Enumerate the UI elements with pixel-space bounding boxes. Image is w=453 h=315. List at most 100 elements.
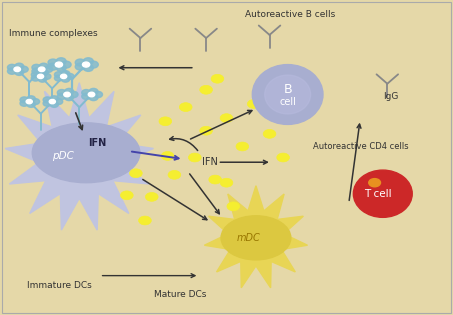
FancyArrowPatch shape: [143, 180, 207, 220]
FancyArrowPatch shape: [190, 174, 219, 214]
Text: T cell: T cell: [365, 189, 392, 199]
Circle shape: [88, 92, 95, 97]
Text: Autoreactive CD4 cells: Autoreactive CD4 cells: [313, 142, 408, 151]
Text: Immune complexes: Immune complexes: [9, 29, 98, 37]
Circle shape: [145, 192, 158, 201]
Circle shape: [27, 96, 35, 102]
Circle shape: [48, 63, 58, 70]
Circle shape: [20, 97, 29, 103]
Text: IFN: IFN: [202, 157, 217, 167]
Circle shape: [20, 100, 29, 106]
Circle shape: [61, 74, 67, 78]
Circle shape: [93, 91, 102, 98]
Circle shape: [75, 59, 85, 66]
Ellipse shape: [32, 123, 140, 183]
Circle shape: [83, 58, 93, 65]
Circle shape: [7, 64, 16, 71]
Circle shape: [75, 63, 85, 70]
Circle shape: [209, 175, 222, 184]
Circle shape: [66, 73, 74, 79]
Circle shape: [32, 68, 41, 74]
Text: cell: cell: [279, 97, 296, 107]
Circle shape: [43, 100, 52, 106]
Circle shape: [159, 117, 172, 126]
Ellipse shape: [265, 75, 311, 114]
Circle shape: [39, 69, 48, 75]
Circle shape: [120, 191, 133, 200]
Circle shape: [43, 73, 51, 79]
Circle shape: [236, 142, 249, 151]
Circle shape: [61, 71, 70, 77]
Circle shape: [220, 114, 233, 123]
Circle shape: [57, 93, 66, 100]
FancyArrowPatch shape: [220, 160, 267, 164]
Circle shape: [32, 64, 41, 71]
Circle shape: [89, 89, 98, 94]
Circle shape: [55, 62, 63, 67]
Ellipse shape: [221, 216, 291, 260]
Circle shape: [200, 126, 212, 135]
Circle shape: [139, 216, 151, 225]
Circle shape: [263, 129, 276, 138]
Circle shape: [19, 66, 28, 72]
Circle shape: [65, 94, 73, 100]
Text: IFN: IFN: [88, 138, 106, 148]
Circle shape: [50, 101, 58, 107]
Circle shape: [247, 100, 260, 108]
Circle shape: [82, 93, 91, 100]
Circle shape: [54, 99, 63, 105]
Text: pDC: pDC: [53, 151, 74, 161]
Text: IgG: IgG: [383, 92, 398, 100]
Circle shape: [27, 101, 35, 107]
Circle shape: [15, 69, 24, 75]
Circle shape: [38, 71, 47, 77]
Circle shape: [64, 92, 70, 97]
Text: Autoreactive B cells: Autoreactive B cells: [245, 10, 335, 19]
FancyArrowPatch shape: [76, 113, 82, 129]
Text: mDC: mDC: [236, 233, 260, 243]
Circle shape: [69, 91, 78, 98]
Polygon shape: [5, 83, 154, 230]
Circle shape: [188, 153, 201, 162]
Text: Immature DCs: Immature DCs: [27, 281, 92, 289]
Circle shape: [130, 169, 142, 178]
Circle shape: [31, 75, 40, 81]
Text: Mature DCs: Mature DCs: [154, 290, 207, 299]
FancyArrowPatch shape: [170, 137, 198, 151]
Circle shape: [38, 74, 43, 78]
Circle shape: [56, 65, 66, 72]
FancyArrowPatch shape: [191, 111, 252, 139]
Circle shape: [369, 179, 381, 187]
Circle shape: [48, 59, 58, 66]
Circle shape: [88, 61, 98, 68]
Circle shape: [39, 63, 48, 69]
Polygon shape: [204, 186, 308, 288]
Circle shape: [82, 89, 91, 96]
Circle shape: [26, 100, 32, 104]
FancyArrowPatch shape: [102, 274, 195, 278]
Circle shape: [179, 103, 192, 112]
Circle shape: [83, 65, 93, 72]
Circle shape: [7, 68, 16, 74]
Circle shape: [54, 72, 63, 77]
Circle shape: [61, 76, 70, 82]
Circle shape: [200, 85, 212, 94]
Circle shape: [43, 66, 53, 72]
Circle shape: [31, 99, 39, 105]
Circle shape: [211, 74, 224, 83]
Ellipse shape: [353, 170, 412, 217]
Circle shape: [161, 152, 174, 160]
Circle shape: [57, 89, 66, 96]
Circle shape: [227, 202, 240, 211]
Ellipse shape: [252, 65, 323, 124]
Text: B: B: [283, 83, 292, 96]
Circle shape: [31, 72, 40, 77]
FancyArrowPatch shape: [120, 66, 192, 70]
Circle shape: [168, 170, 181, 179]
FancyArrowPatch shape: [132, 152, 178, 160]
Circle shape: [43, 97, 52, 103]
Circle shape: [56, 58, 66, 65]
Circle shape: [38, 76, 47, 82]
Circle shape: [82, 62, 90, 67]
Circle shape: [220, 178, 233, 187]
